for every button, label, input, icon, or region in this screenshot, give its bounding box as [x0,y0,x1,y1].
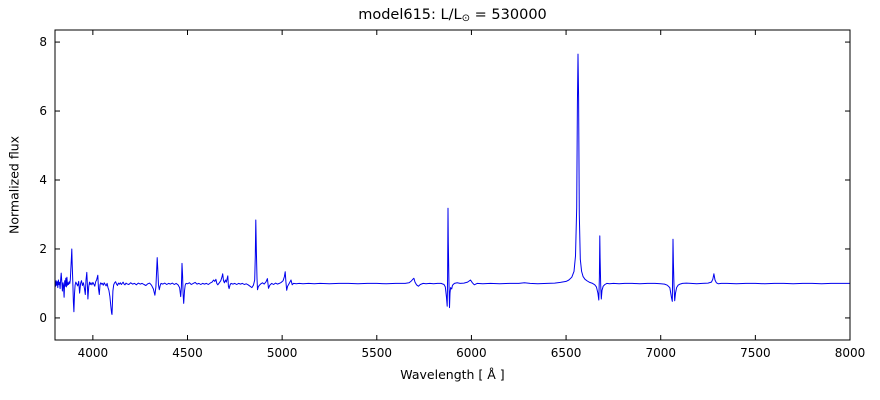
y-tick-label: 0 [39,311,47,325]
x-tick-label: 7500 [740,346,771,360]
plot-title-text: model615: L/L [358,7,462,23]
y-tick-label: 8 [39,35,47,49]
axes-frame [54,29,851,341]
y-tick-label: 4 [39,173,47,187]
x-tick-label: 4500 [172,346,203,360]
plot-title: model615: L/L⊙ = 530000 [55,7,850,24]
spectrum-line [54,53,850,315]
sun-symbol: ⊙ [461,12,471,24]
y-axis-label: Normalized flux [6,135,22,235]
x-axis-label: Wavelength [ Å ] [400,367,505,382]
x-tick-label: 7000 [645,346,676,360]
y-tick-label: 2 [39,242,47,256]
x-tick-label: 6000 [456,346,487,360]
x-tick-label: 5500 [362,346,393,360]
y-tick-label: 6 [39,104,47,118]
x-tick-label: 8000 [835,346,866,360]
x-tick-label: 6500 [551,346,582,360]
x-tick-label: 5000 [267,346,298,360]
plot-title-value: = 530000 [470,7,547,23]
x-tick-label: 4000 [78,346,109,360]
